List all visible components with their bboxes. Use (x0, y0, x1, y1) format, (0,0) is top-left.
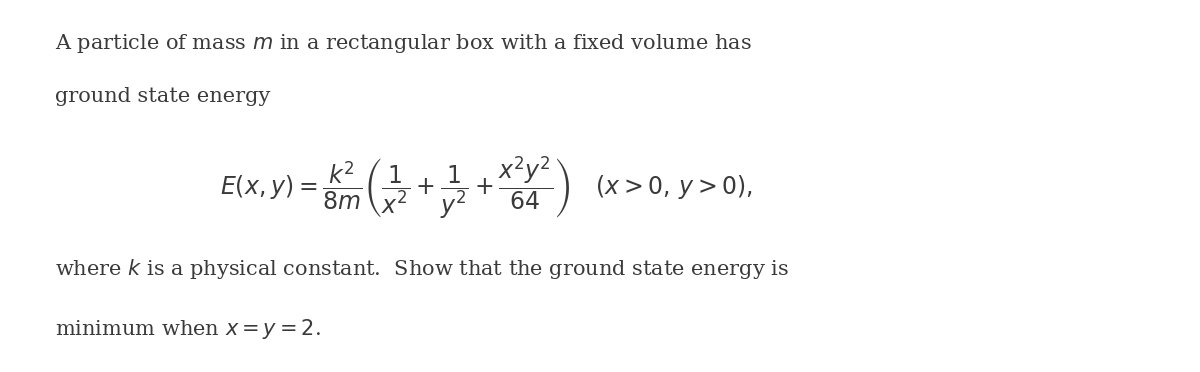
Text: minimum when $x = y = 2$.: minimum when $x = y = 2$. (55, 317, 320, 341)
Text: where $k$ is a physical constant.  Show that the ground state energy is: where $k$ is a physical constant. Show t… (55, 257, 788, 281)
Text: ground state energy: ground state energy (55, 87, 270, 106)
Text: $E(x, y) = \dfrac{k^2}{8m}\left(\dfrac{1}{x^2} + \dfrac{1}{y^2} + \dfrac{x^2 y^2: $E(x, y) = \dfrac{k^2}{8m}\left(\dfrac{1… (220, 154, 752, 221)
Text: A particle of mass $m$ in a rectangular box with a fixed volume has: A particle of mass $m$ in a rectangular … (55, 32, 751, 55)
